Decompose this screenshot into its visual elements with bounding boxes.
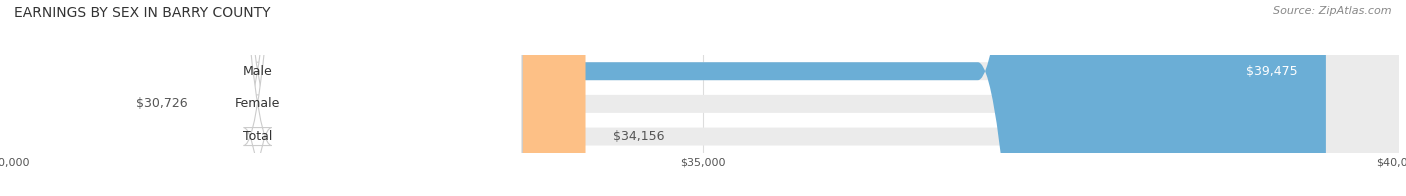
FancyBboxPatch shape (7, 0, 1399, 196)
Text: $39,475: $39,475 (1247, 65, 1298, 78)
Text: Total: Total (243, 130, 273, 143)
FancyBboxPatch shape (7, 0, 585, 196)
FancyBboxPatch shape (0, 0, 522, 196)
FancyBboxPatch shape (0, 0, 522, 196)
Text: $30,726: $30,726 (136, 97, 187, 110)
Text: Source: ZipAtlas.com: Source: ZipAtlas.com (1274, 6, 1392, 16)
Text: Male: Male (243, 65, 273, 78)
Text: EARNINGS BY SEX IN BARRY COUNTY: EARNINGS BY SEX IN BARRY COUNTY (14, 6, 270, 20)
Text: $34,156: $34,156 (613, 130, 665, 143)
Text: Female: Female (235, 97, 280, 110)
FancyBboxPatch shape (0, 0, 522, 196)
FancyBboxPatch shape (7, 0, 1399, 196)
FancyBboxPatch shape (0, 0, 356, 196)
FancyBboxPatch shape (7, 0, 1326, 196)
FancyBboxPatch shape (7, 0, 1399, 196)
